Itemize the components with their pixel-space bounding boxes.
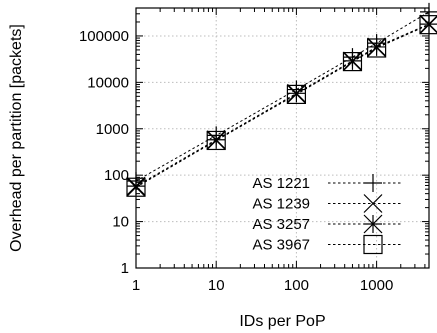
data-point — [367, 38, 387, 58]
legend-marker — [364, 174, 382, 192]
series-line — [135, 23, 430, 187]
series-as-3257 — [126, 14, 437, 196]
x-tick-label: 1 — [132, 277, 140, 294]
y-tick-label: 1 — [121, 260, 129, 277]
x-tick-label: 1000 — [360, 277, 393, 294]
axis-ticks: 1 10 100 1000 10000 100000 1 10 100 1000 — [79, 7, 429, 294]
series-as-1221 — [127, 2, 437, 190]
legend-label: AS 1221 — [252, 175, 310, 192]
y-axis-label: Overhead per partition [packets] — [8, 24, 25, 252]
series-layer — [126, 2, 437, 197]
data-point — [343, 51, 362, 71]
legend-marker — [363, 194, 383, 213]
legend-marker — [363, 214, 383, 234]
series-line — [135, 24, 430, 188]
y-tick-label: 1000 — [96, 121, 129, 138]
x-axis-label: IDs per PoP — [239, 313, 325, 330]
y-tick-label: 100 — [104, 167, 129, 184]
data-point — [286, 83, 306, 103]
legend: AS 1221 AS 1239 AS 3257 AS 3967 — [252, 174, 402, 255]
grid — [136, 8, 429, 268]
series-line — [135, 11, 430, 182]
y-tick-label: 10000 — [87, 74, 129, 91]
data-point — [286, 84, 307, 105]
series-as-1239 — [126, 15, 437, 197]
x-tick-label: 100 — [284, 277, 309, 294]
series-as-3967 — [126, 15, 437, 197]
legend-label: AS 3967 — [252, 237, 310, 254]
legend-marker — [363, 234, 383, 255]
legend-label: AS 1239 — [252, 196, 310, 213]
legend-label: AS 3257 — [252, 216, 310, 233]
data-point — [367, 37, 387, 57]
y-tick-label: 100000 — [79, 28, 129, 45]
data-point — [342, 52, 363, 72]
data-point — [206, 130, 226, 150]
data-point — [206, 130, 226, 151]
plot-frame — [135, 7, 430, 269]
x-tick-label: 10 — [208, 277, 225, 294]
y-tick-label: 10 — [112, 214, 129, 231]
